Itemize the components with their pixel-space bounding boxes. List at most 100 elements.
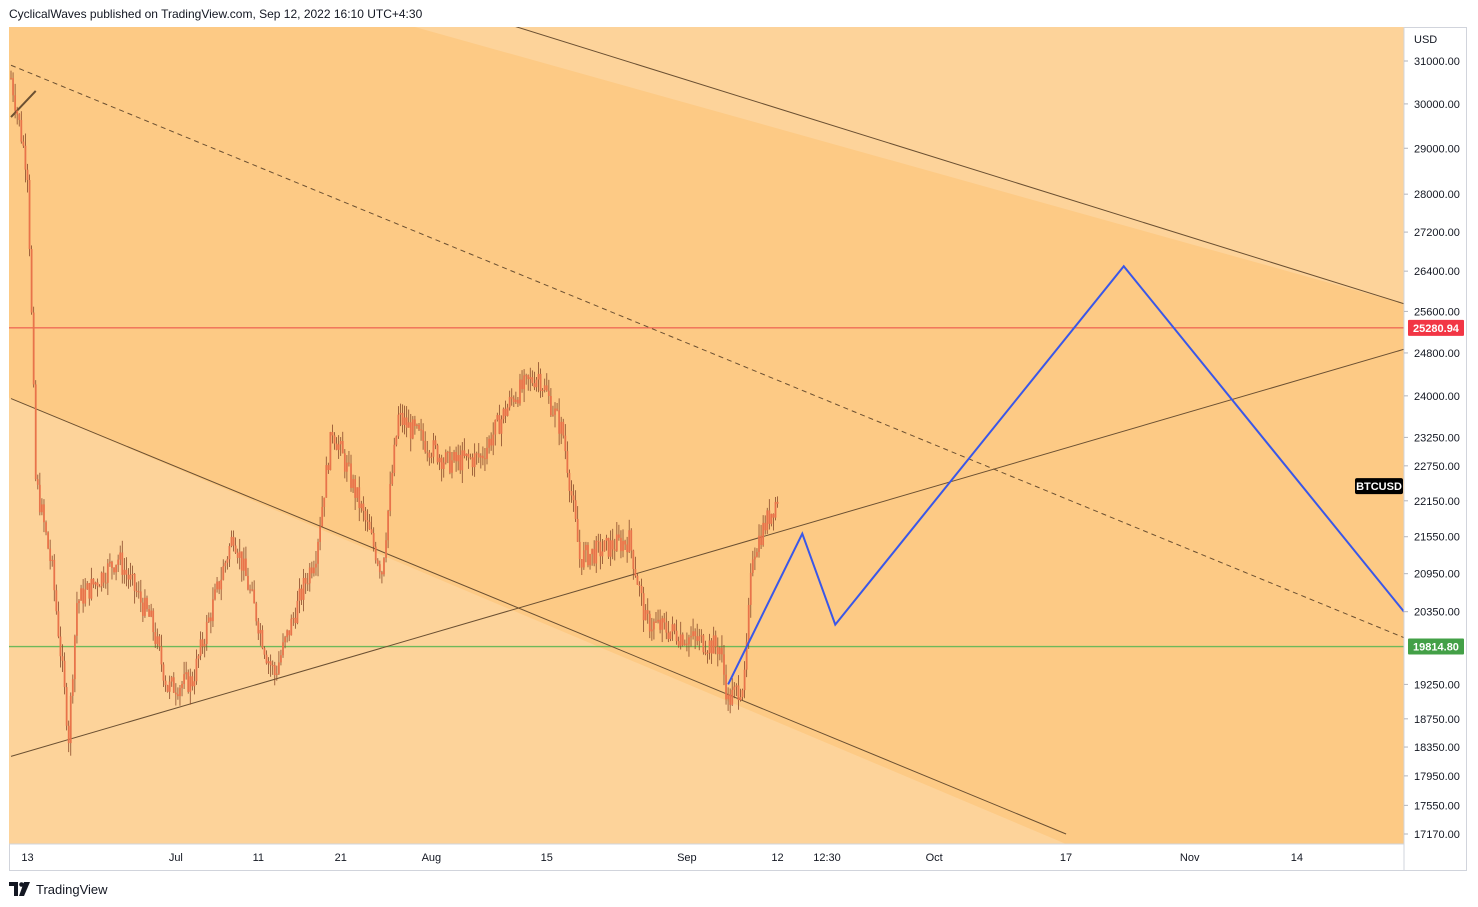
candle-body <box>749 572 752 605</box>
candle-body <box>156 636 159 644</box>
candle-body <box>331 432 334 436</box>
price-tick-label: 30000.00 <box>1414 99 1460 111</box>
candle-body <box>113 567 115 573</box>
candle-body <box>611 540 614 550</box>
candle-body <box>189 676 192 692</box>
candle-body <box>403 417 406 425</box>
candle-body <box>317 541 319 564</box>
candle-body <box>496 415 499 420</box>
candle-body <box>640 585 643 594</box>
candle-body <box>94 582 97 585</box>
candle-body <box>601 551 604 557</box>
candle-body <box>137 591 140 593</box>
candle-body <box>205 621 208 644</box>
candle-body <box>533 383 536 388</box>
candle-body <box>401 412 404 425</box>
tradingview-footer[interactable]: TradingView <box>9 880 108 898</box>
candle-body <box>104 582 107 584</box>
candle-body <box>634 569 637 576</box>
candle-body <box>500 419 503 434</box>
candle-body <box>139 591 142 603</box>
candle-body <box>354 479 357 498</box>
support-price-badge: 19814.80 <box>1408 638 1464 655</box>
candle-body <box>473 453 476 468</box>
candle-body <box>280 655 282 663</box>
candle-body <box>440 457 443 469</box>
candle-body <box>304 577 307 584</box>
candle-body <box>376 560 379 565</box>
candle-body <box>350 463 352 488</box>
candle-body <box>434 440 437 446</box>
candle-body <box>624 540 626 545</box>
candle-body <box>261 629 264 649</box>
time-tick-label: 12 <box>771 852 783 864</box>
candle-body <box>597 540 600 542</box>
candle-body <box>605 537 608 541</box>
candle-body <box>582 550 585 568</box>
candle-body <box>708 640 711 653</box>
candle-body <box>18 114 21 120</box>
candle-body <box>216 581 218 590</box>
candle-body <box>599 541 602 557</box>
resistance-price-badge-bg <box>1408 319 1464 336</box>
candle-body <box>653 621 655 630</box>
candle-body <box>133 573 136 591</box>
candle-body <box>212 599 214 622</box>
candle-body <box>422 430 425 441</box>
candle-body <box>236 552 239 558</box>
candle-body <box>731 689 734 705</box>
candle-body <box>86 583 89 590</box>
candle-body <box>115 564 117 573</box>
candle-body <box>214 589 216 600</box>
candle-body <box>294 617 297 624</box>
candle-body <box>657 619 659 622</box>
candle-body <box>158 636 161 647</box>
candle-body <box>772 513 775 518</box>
candle-body <box>10 77 12 79</box>
candle-body <box>98 586 101 588</box>
candle-body <box>43 504 45 523</box>
candle-body <box>193 681 196 687</box>
candle-body <box>135 590 138 593</box>
candle-body <box>22 141 25 146</box>
candle-body <box>292 617 295 619</box>
candle-body <box>343 453 346 472</box>
candle-body <box>770 513 773 524</box>
candle-body <box>735 685 738 687</box>
zone-top-right <box>414 27 1404 304</box>
candle-body <box>348 462 350 464</box>
candle-body <box>572 495 575 501</box>
candle-body <box>286 630 289 638</box>
candle-body <box>486 447 488 459</box>
candle-body <box>685 643 688 645</box>
candle-body <box>187 672 190 692</box>
candle-body <box>494 419 497 435</box>
candle-body <box>451 460 453 473</box>
candle-body <box>174 692 177 695</box>
candle-body <box>694 631 697 637</box>
candle-body <box>758 535 760 553</box>
candle-body <box>580 559 583 568</box>
candle-body <box>430 456 433 458</box>
symbol-badge: BTCUSD <box>1355 478 1403 495</box>
candle-body <box>397 414 400 437</box>
candle-body <box>191 676 194 687</box>
candle-body <box>589 554 591 566</box>
candle-body <box>323 497 326 507</box>
candle-body <box>106 563 109 583</box>
candle-body <box>282 642 284 656</box>
price-tick-label: 29000.00 <box>1414 143 1460 155</box>
chart-area[interactable]: USD 31000.00 30000.00 29000.00 28000.00 27200… <box>9 27 1467 871</box>
candle-body <box>277 662 280 674</box>
candle-body <box>364 510 367 521</box>
candle-body <box>426 451 429 453</box>
candle-body <box>461 450 464 471</box>
candle-body <box>574 500 577 519</box>
candle-body <box>576 518 579 542</box>
candle-body <box>760 535 762 545</box>
candle-body <box>690 636 692 638</box>
candle-body <box>296 600 299 624</box>
candle-body <box>436 445 439 463</box>
candle-body <box>55 590 58 612</box>
candle-body <box>700 635 703 637</box>
